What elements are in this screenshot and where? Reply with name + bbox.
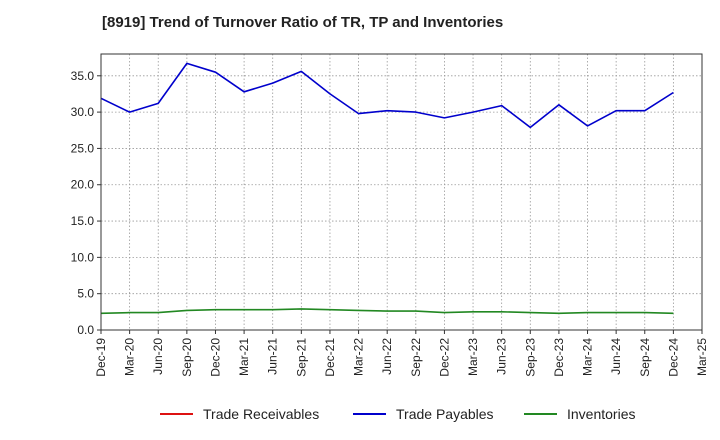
x-tick-label: Jun-24 <box>609 338 623 375</box>
x-tick-label: Mar-20 <box>123 338 137 376</box>
y-tick-label: 15.0 <box>71 214 95 228</box>
y-tick-label: 35.0 <box>71 69 95 83</box>
x-tick-label: Mar-23 <box>466 338 480 376</box>
legend: Trade Receivables Trade Payables Inventori… <box>160 406 635 422</box>
gridlines <box>101 54 702 330</box>
y-tick-label: 10.0 <box>71 250 95 264</box>
plot-background <box>101 54 702 330</box>
x-tick-label: Jun-22 <box>380 338 394 375</box>
x-tick-label: Sep-24 <box>638 338 652 377</box>
x-tick-label: Sep-21 <box>294 338 308 377</box>
x-tick-label: Sep-22 <box>409 338 423 377</box>
legend-label-2: Inventories <box>567 406 635 422</box>
y-tick-label: 25.0 <box>71 141 95 155</box>
plot-border <box>100 53 703 331</box>
series-line-1 <box>100 62 674 129</box>
y-tick-label: 0.0 <box>77 323 94 337</box>
x-tick-label: Dec-20 <box>208 338 222 377</box>
x-tick-label: Dec-22 <box>437 338 451 377</box>
x-tick-label: Jun-20 <box>151 338 165 375</box>
legend-label-0: Trade Receivables <box>203 406 319 422</box>
x-tick-label: Sep-20 <box>180 338 194 377</box>
legend-label-1: Trade Payables <box>396 406 494 422</box>
x-tick-label: Sep-23 <box>523 338 537 377</box>
x-tick-label: Dec-19 <box>94 338 108 377</box>
series-line-2 <box>100 308 674 315</box>
chart-title: [8919] Trend of Turnover Ratio of TR, TP… <box>102 14 504 31</box>
x-tick-label: Mar-21 <box>237 338 251 376</box>
y-tick-label: 30.0 <box>71 105 95 119</box>
x-tick-label: Dec-24 <box>666 338 680 377</box>
y-tick-label: 20.0 <box>71 178 95 192</box>
x-tick-label: Dec-21 <box>323 338 337 377</box>
x-tick-label: Mar-22 <box>352 338 366 376</box>
axis-ticks: Dec-19 Mar-20 Jun-20 Sep-20 Dec-20 Mar-21 Jun-… <box>71 69 709 377</box>
series-lines <box>100 62 674 315</box>
x-tick-label: Mar-24 <box>581 338 595 376</box>
y-tick-label: 5.0 <box>77 287 94 301</box>
x-tick-label: Jun-23 <box>495 338 509 375</box>
x-tick-label: Dec-23 <box>552 338 566 377</box>
x-tick-label: Mar-25 <box>695 338 709 376</box>
x-tick-label: Jun-21 <box>266 338 280 375</box>
